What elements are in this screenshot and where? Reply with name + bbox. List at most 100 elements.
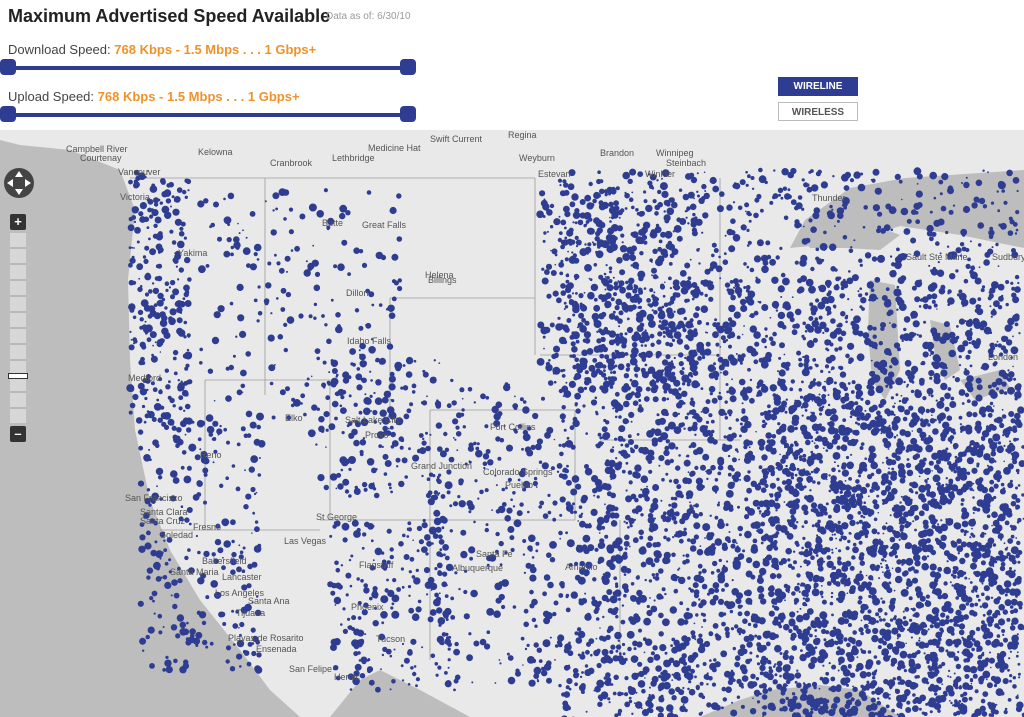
coverage-dot: [849, 415, 853, 419]
coverage-dot: [906, 218, 912, 224]
wireline-toggle[interactable]: WIRELINE: [778, 77, 858, 96]
coverage-dot: [171, 195, 175, 199]
coverage-dot: [687, 426, 693, 432]
coverage-dot: [969, 269, 974, 275]
coverage-dot: [745, 210, 747, 213]
coverage-dot: [621, 642, 626, 647]
coverage-map[interactable]: + – Regina Swift Current Medicine Hat Campb…: [0, 130, 1024, 717]
coverage-dot: [780, 378, 786, 385]
coverage-dot: [899, 477, 906, 484]
coverage-dot: [759, 567, 767, 576]
coverage-dot: [885, 456, 889, 460]
coverage-dot: [706, 532, 712, 537]
coverage-dot: [675, 511, 680, 516]
coverage-dot: [892, 270, 896, 274]
coverage-dot: [730, 294, 736, 301]
coverage-dot: [750, 574, 756, 580]
coverage-dot: [835, 568, 842, 575]
coverage-dot: [128, 179, 133, 185]
coverage-dot: [764, 355, 770, 361]
coverage-dot: [804, 541, 812, 549]
coverage-dot: [979, 320, 988, 328]
wireless-toggle[interactable]: WIRELESS: [778, 102, 858, 121]
coverage-dot: [789, 387, 794, 392]
coverage-dot: [957, 569, 965, 578]
coverage-dot: [865, 628, 871, 634]
coverage-dot: [161, 315, 168, 322]
coverage-dot: [837, 617, 846, 625]
coverage-dot: [894, 173, 901, 180]
upload-min-handle[interactable]: [0, 106, 16, 122]
coverage-dot: [729, 280, 734, 284]
coverage-dot: [661, 477, 665, 482]
coverage-dot: [647, 656, 654, 663]
coverage-dot: [815, 452, 823, 461]
upload-speed-slider[interactable]: [0, 106, 416, 122]
coverage-dot: [881, 558, 885, 562]
coverage-dot: [689, 504, 693, 508]
coverage-dot: [626, 317, 630, 321]
coverage-dot: [986, 682, 993, 689]
coverage-dot: [147, 410, 155, 419]
coverage-dot: [881, 404, 884, 408]
coverage-dot: [739, 422, 743, 426]
coverage-dot: [900, 558, 907, 565]
download-min-handle[interactable]: [0, 59, 16, 75]
coverage-dot: [878, 637, 884, 644]
download-speed-slider[interactable]: [0, 59, 416, 75]
download-max-handle[interactable]: [400, 59, 416, 75]
coverage-dot: [875, 385, 884, 394]
coverage-dot: [734, 655, 741, 661]
coverage-dot: [932, 428, 939, 435]
coverage-dot: [614, 391, 620, 397]
coverage-dot: [1017, 560, 1021, 564]
coverage-dot: [649, 333, 655, 339]
coverage-dot: [813, 207, 821, 214]
coverage-dot: [802, 601, 807, 607]
coverage-dot: [753, 255, 762, 263]
coverage-dot: [715, 265, 723, 273]
coverage-dot: [878, 538, 881, 541]
coverage-dot: [834, 503, 841, 510]
coverage-dot: [1010, 609, 1015, 614]
coverage-dot: [624, 701, 631, 708]
coverage-dot: [862, 465, 867, 470]
coverage-dot: [838, 427, 847, 436]
coverage-dot: [870, 703, 878, 711]
coverage-dot: [923, 418, 929, 424]
upload-max-handle[interactable]: [400, 106, 416, 122]
coverage-dot: [244, 469, 246, 472]
coverage-dot: [789, 611, 796, 618]
coverage-dot: [849, 565, 855, 571]
coverage-dot: [725, 490, 734, 498]
coverage-dot: [919, 431, 927, 439]
coverage-dot: [884, 612, 888, 616]
coverage-dot: [783, 652, 788, 657]
coverage-dot: [988, 657, 996, 664]
coverage-dot: [998, 373, 1001, 376]
coverage-dot: [818, 393, 821, 396]
coverage-dot: [931, 414, 933, 417]
coverage-dot: [139, 216, 147, 223]
coverage-dot: [891, 452, 898, 459]
coverage-dot: [755, 561, 760, 566]
coverage-dot: [921, 555, 928, 561]
coverage-dot: [806, 457, 815, 466]
coverage-dot: [972, 611, 978, 617]
coverage-dot: [633, 518, 637, 521]
coverage-dot: [930, 282, 938, 290]
coverage-dot: [1012, 177, 1020, 184]
coverage-dot: [881, 363, 883, 365]
coverage-dot: [636, 433, 640, 436]
coverage-dot: [669, 287, 673, 290]
coverage-dot: [1009, 479, 1013, 483]
coverage-dot: [936, 414, 945, 422]
coverage-dot: [768, 668, 774, 674]
map-canvas: [0, 130, 1024, 717]
coverage-dot: [803, 509, 809, 516]
coverage-dot: [1005, 280, 1010, 284]
coverage-dot: [575, 637, 583, 644]
coverage-dot: [743, 439, 751, 447]
coverage-dot: [939, 542, 947, 549]
coverage-dot: [648, 708, 654, 714]
